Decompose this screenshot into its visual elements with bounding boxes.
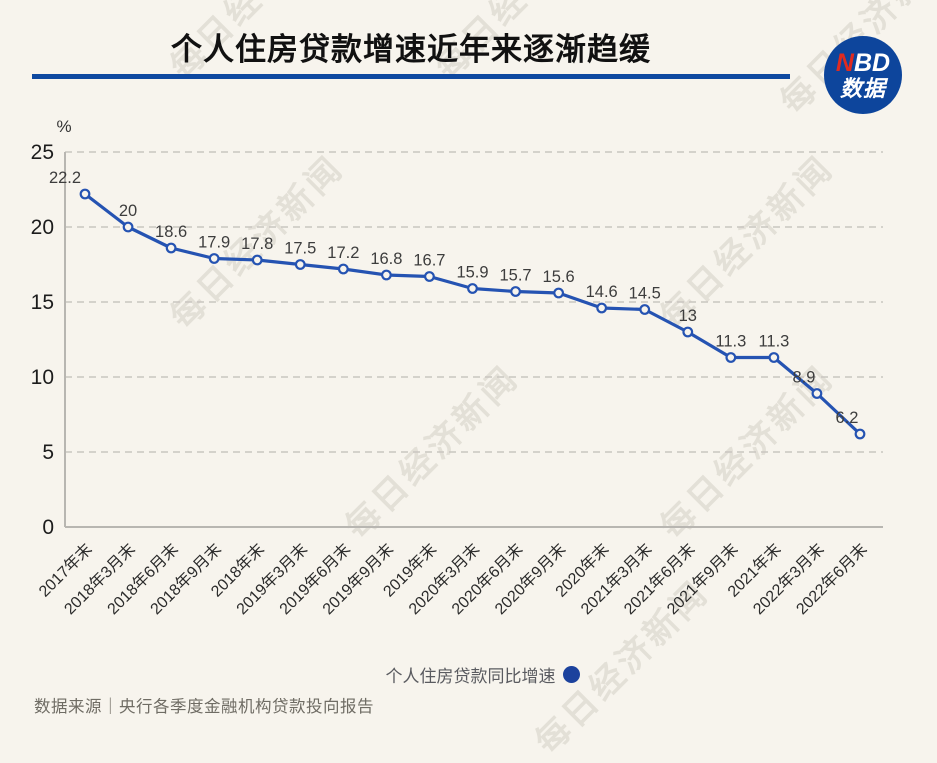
data-point (553, 287, 565, 299)
data-point-markers (79, 188, 866, 440)
svg-text:14.6: 14.6 (586, 283, 618, 301)
svg-text:16.7: 16.7 (413, 252, 445, 270)
data-point-labels: 22.2 20 18.6 17.9 17.8 17.5 17.2 16.8 16.7 15.9 15… (49, 169, 859, 427)
svg-text:17.2: 17.2 (327, 244, 359, 262)
data-point (165, 242, 177, 254)
data-point (811, 388, 823, 399)
svg-text:10: 10 (31, 366, 54, 389)
svg-text:6.2: 6.2 (836, 409, 859, 427)
line-chart: 0 5 10 15 20 25% 2017年末2018年3月末2018年6月末2018年9月… (31, 117, 883, 618)
x-tick-labels: 2017年末2018年3月末2018年6月末2018年9月末2018年末2019… (35, 540, 871, 618)
svg-text:17.5: 17.5 (284, 240, 316, 258)
axes (64, 152, 883, 528)
svg-text:11.3: 11.3 (715, 333, 746, 351)
svg-text:22.2: 22.2 (49, 169, 81, 187)
series-line (83, 192, 862, 436)
svg-text:17.8: 17.8 (241, 235, 273, 253)
svg-text:15.7: 15.7 (499, 267, 531, 285)
data-point (768, 352, 780, 363)
svg-text:0: 0 (42, 516, 54, 539)
data-point (596, 302, 608, 314)
data-point (725, 352, 737, 363)
legend-label: 个人住房贷款同比增速 (385, 667, 556, 686)
svg-text:14.5: 14.5 (629, 285, 661, 303)
svg-text:13: 13 (679, 307, 697, 325)
svg-text:15.9: 15.9 (456, 264, 488, 282)
data-point (639, 304, 651, 315)
data-point (380, 269, 392, 281)
svg-text:5: 5 (42, 441, 54, 464)
data-point (682, 326, 694, 338)
legend: 个人住房贷款同比增速 (0, 662, 937, 687)
svg-text:15: 15 (31, 291, 54, 314)
data-source-note: 数据来源｜央行各季度金融机构贷款投向报告 (34, 698, 374, 716)
svg-text:16.8: 16.8 (370, 250, 402, 268)
y-tick-labels: 0 5 10 15 20 25 (31, 141, 54, 539)
svg-text:15.6: 15.6 (543, 268, 575, 286)
svg-text:20: 20 (31, 216, 54, 239)
svg-text:11.3: 11.3 (758, 333, 789, 351)
data-point (854, 428, 866, 440)
y-gridlines (65, 151, 883, 453)
svg-text:20: 20 (119, 202, 137, 220)
data-point (294, 259, 306, 270)
legend-marker-dot (562, 666, 580, 683)
data-point (467, 283, 478, 294)
data-point (510, 286, 521, 297)
svg-text:8.9: 8.9 (792, 369, 815, 387)
data-point (122, 221, 134, 233)
svg-text:17.9: 17.9 (198, 234, 230, 252)
svg-text:18.6: 18.6 (155, 223, 187, 241)
data-point (79, 188, 91, 200)
data-point (424, 271, 435, 282)
data-point (208, 253, 220, 264)
y-axis-unit: % (56, 117, 71, 136)
svg-text:25: 25 (31, 141, 54, 164)
data-point (251, 254, 263, 266)
data-point (337, 263, 349, 275)
